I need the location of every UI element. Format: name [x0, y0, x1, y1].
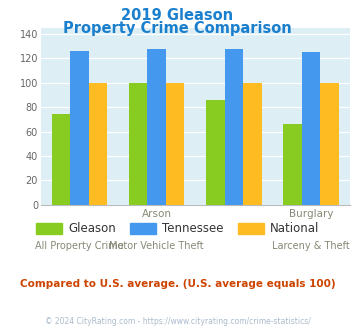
Text: Motor Vehicle Theft: Motor Vehicle Theft: [109, 241, 204, 251]
Text: © 2024 CityRating.com - https://www.cityrating.com/crime-statistics/: © 2024 CityRating.com - https://www.city…: [45, 317, 310, 326]
Text: Larceny & Theft: Larceny & Theft: [272, 241, 350, 251]
Bar: [320, 83, 339, 205]
Bar: [129, 83, 147, 205]
Bar: [51, 115, 70, 205]
Legend: Gleason, Tennessee, National: Gleason, Tennessee, National: [32, 217, 323, 240]
Bar: [225, 49, 243, 205]
Bar: [166, 83, 185, 205]
Bar: [70, 51, 89, 205]
Bar: [243, 83, 262, 205]
Text: All Property Crime: All Property Crime: [35, 241, 124, 251]
Bar: [283, 124, 302, 205]
Text: Compared to U.S. average. (U.S. average equals 100): Compared to U.S. average. (U.S. average …: [20, 279, 335, 289]
Text: 2019 Gleason: 2019 Gleason: [121, 8, 234, 23]
Bar: [89, 83, 107, 205]
Bar: [147, 49, 166, 205]
Text: Property Crime Comparison: Property Crime Comparison: [63, 21, 292, 36]
Bar: [302, 52, 320, 205]
Bar: [206, 100, 225, 205]
